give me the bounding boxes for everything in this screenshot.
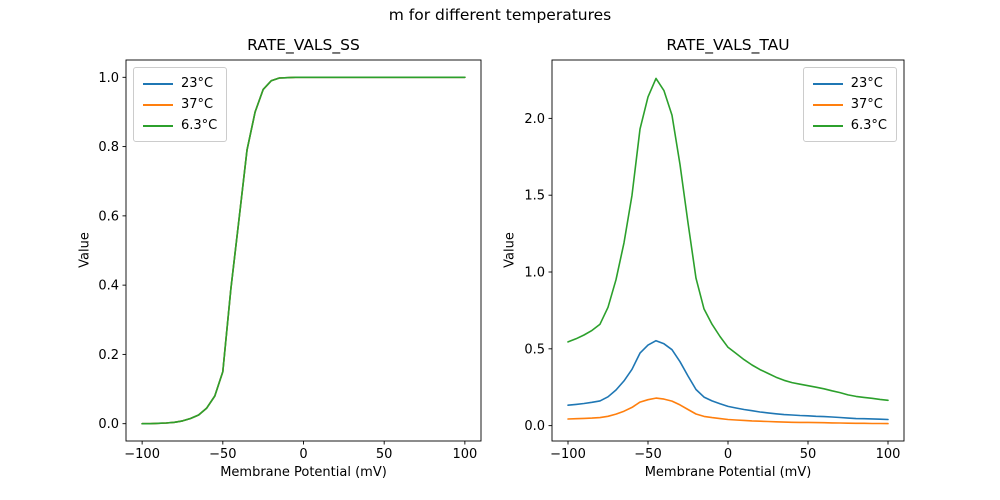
x-tick-label: 0 [299,447,307,462]
legend-line-sample [143,82,173,85]
left-plot-title: RATE_VALS_SS [247,36,360,54]
y-tick-label: 0.4 [98,279,119,294]
legend-line-sample [812,103,843,106]
x-tick-label: 0 [724,447,732,462]
legend-entry: 37°C [812,94,887,115]
legend-left-plot: 23°C 37°C 6.3°C [133,67,228,142]
left-x-axis-label: Membrane Potential (mV) [220,465,387,480]
legend-line-sample [143,103,173,106]
legend-entry: 6.3°C [143,115,217,136]
legend-label: 23°C [181,76,214,91]
left-y-axis-label: Value [77,232,93,268]
subplot-rate_vals_ss: −100 −50 0 50 100 0.0 0.2 0.4 0.6 0.8 1.0 [98,59,482,462]
y-tick-label: 0.2 [98,348,119,363]
y-tick-label: 0.5 [524,342,545,357]
x-tick-label: −100 [124,447,160,462]
x-tick-label: −100 [550,447,586,462]
y-tick-label: 0.6 [98,209,119,224]
legend-label: 6.3°C [181,118,218,133]
legend-label: 37°C [850,97,883,112]
series-line-6.3cc [567,77,889,402]
legend-label: 37°C [181,97,214,112]
right-x-axis-label: Membrane Potential (mV) [644,465,812,480]
legend-entry: 6.3°C [812,115,887,136]
y-tick-label: 1.5 [524,189,545,204]
series-line-37cc [567,397,889,425]
legend-line-sample [143,124,173,127]
x-tick-label: 50 [376,447,393,462]
y-tick-label: 0.0 [98,417,119,432]
x-tick-label: 100 [876,447,901,462]
series-line-6.3cc [141,76,466,425]
y-tick-label: 0.8 [98,140,119,155]
y-tick-label: 1.0 [524,266,545,281]
legend-entry: 37°C [143,94,217,115]
x-tick-label: 50 [800,447,817,462]
right-plot-title: RATE_VALS_TAU [666,36,790,54]
legend-right-plot: 23°C 37°C 6.3°C [802,67,897,142]
x-tick-label: −50 [209,447,236,462]
x-tick-label: −50 [634,447,661,462]
legend-label: 23°C [850,76,883,91]
subplot-rate_vals_tau: −100 −50 0 50 100 0.0 0.5 1.0 1.5 2.0 [524,59,905,462]
legend-line-sample [812,124,843,127]
y-tick-label: 0.0 [524,419,545,434]
legend-label: 6.3°C [850,118,887,133]
right-y-axis-label: Value [502,232,518,268]
series-line-23cc [567,339,889,421]
figure-title: m for different temperatures [388,6,612,24]
y-tick-label: 2.0 [524,112,545,127]
legend-entry: 23°C [812,73,887,94]
legend-entry: 23°C [143,73,217,94]
y-tick-label: 1.0 [98,71,119,86]
legend-line-sample [812,82,843,85]
x-tick-label: 100 [452,447,477,462]
